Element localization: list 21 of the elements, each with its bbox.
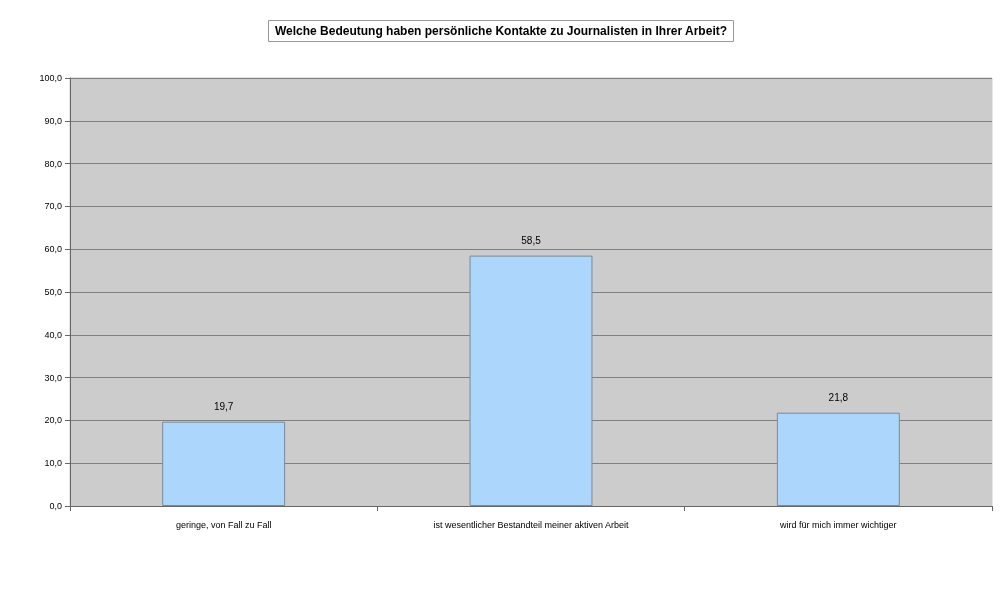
y-tick-label: 60,0	[44, 244, 62, 255]
y-tick-label: 0,0	[49, 501, 62, 511]
data-label: 21,8	[828, 392, 849, 404]
bar	[776, 412, 900, 506]
x-tick-label: ist wesentlicher Bestandteil meiner aktiven Arbeit	[433, 519, 630, 530]
bar	[469, 255, 593, 506]
y-tick-label: 10,0	[44, 458, 62, 469]
y-tick-label: 100,0	[39, 73, 62, 83]
data-label: 58,5	[521, 235, 542, 247]
y-tick-label: 70,0	[44, 201, 62, 212]
chart-title: Welche Bedeutung haben persönliche Kontakte zu Journalisten in Ihrer Arbeit?	[274, 24, 728, 38]
data-label: 19,7	[213, 401, 234, 413]
x-tick-label: wird für mich immer wichtiger	[779, 519, 897, 530]
y-tick-label: 20,0	[44, 415, 62, 426]
y-tick-label: 30,0	[44, 372, 62, 383]
x-tick-label: geringe, von Fall zu Fall	[175, 519, 272, 530]
y-tick-label: 90,0	[44, 115, 62, 126]
y-tick-label: 80,0	[44, 158, 62, 169]
y-tick-label: 50,0	[44, 287, 62, 297]
bar	[162, 421, 286, 506]
y-tick-label: 40,0	[44, 329, 62, 340]
